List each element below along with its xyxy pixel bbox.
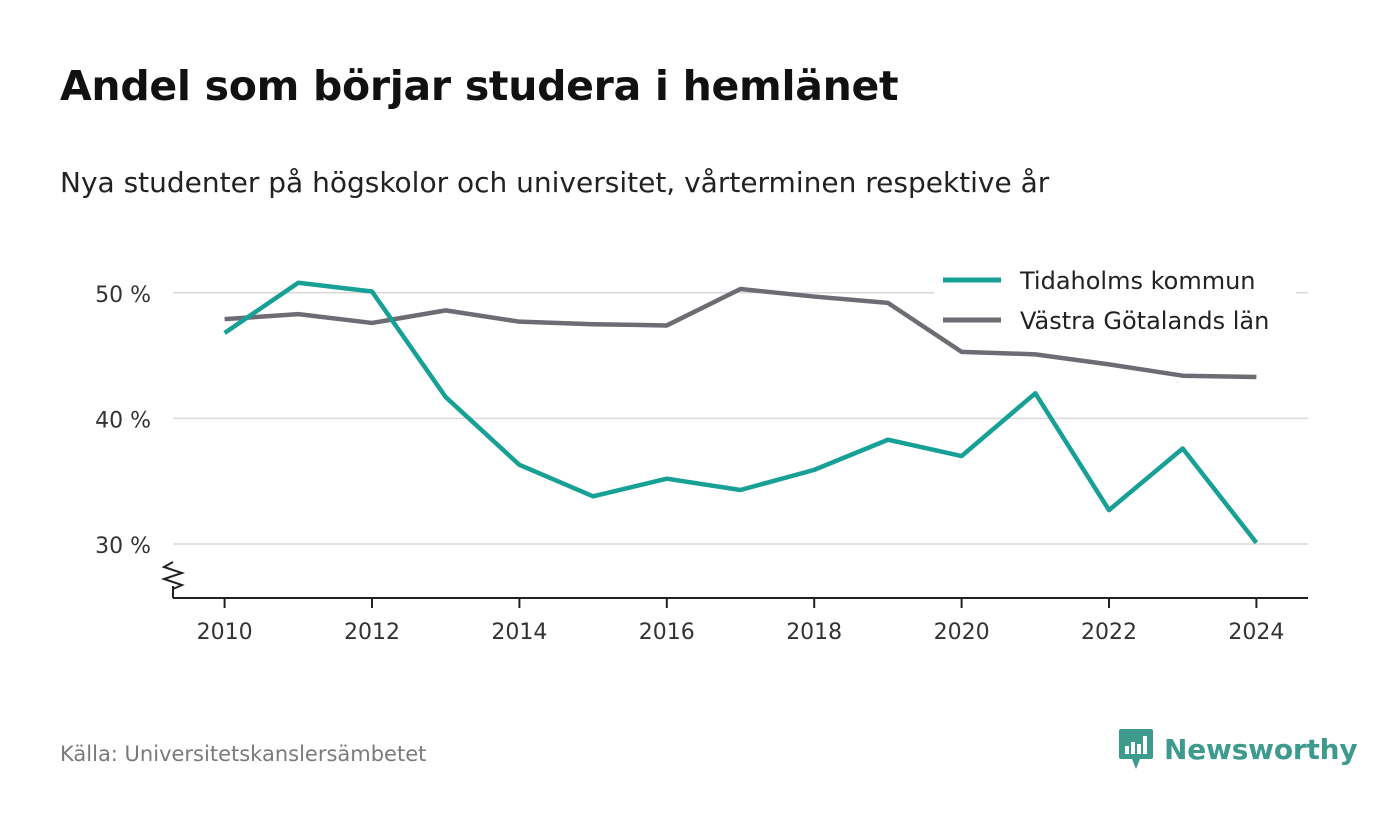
axis-break-marker (160, 561, 186, 590)
x-tick-label: 2018 (786, 620, 842, 645)
x-tick-label: 2016 (639, 620, 695, 645)
legend-label: Tidaholms kommun (1019, 267, 1256, 295)
source-note: Källa: Universitetskanslersämbetet (60, 742, 427, 766)
legend-label: Västra Götalands län (1020, 307, 1269, 335)
x-tick-label: 2022 (1081, 620, 1137, 645)
x-tick-label: 2012 (344, 620, 400, 645)
legend-background (934, 258, 1296, 340)
x-tick-label: 2020 (934, 620, 990, 645)
line-chart: 30 % 40 % 50 % 2010 2012 2014 2016 2018 2020 2022… (95, 258, 1308, 645)
x-tick-label: 2014 (491, 620, 547, 645)
y-tick-label: 30 % (95, 534, 151, 559)
x-tick-label: 2010 (197, 620, 253, 645)
newsworthy-logo-icon (1119, 729, 1153, 769)
series-line-1 (224, 286, 1257, 380)
chart-subtitle: Nya studenter på högskolor och universit… (60, 166, 1050, 199)
y-tick-label: 50 % (95, 283, 151, 308)
brand-name: Newsworthy (1164, 732, 1358, 766)
chart-title: Andel som börjar studera i hemlänet (60, 62, 899, 110)
series-line-0 (223, 280, 1259, 545)
y-tick-label: 40 % (95, 408, 151, 433)
x-tick-label: 2024 (1228, 620, 1284, 645)
brand-logo[interactable]: Newsworthy (1118, 727, 1358, 771)
